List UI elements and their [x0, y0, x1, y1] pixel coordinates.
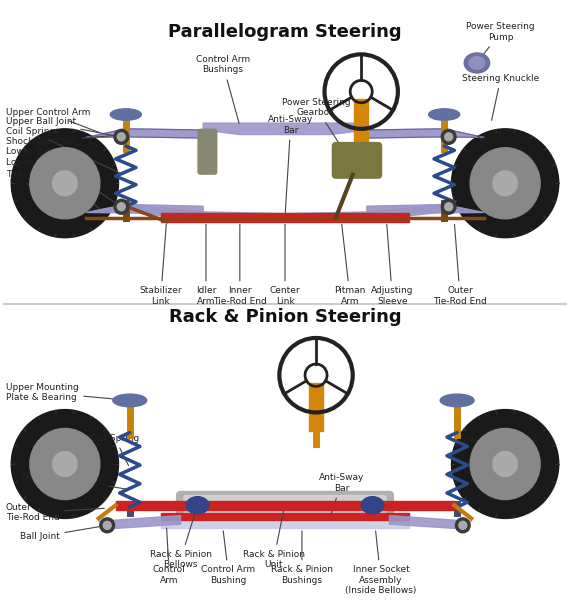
- Polygon shape: [285, 205, 444, 221]
- Circle shape: [445, 133, 453, 141]
- Ellipse shape: [361, 497, 384, 514]
- FancyBboxPatch shape: [198, 130, 217, 174]
- Circle shape: [117, 133, 125, 141]
- Polygon shape: [367, 129, 484, 138]
- Polygon shape: [126, 205, 285, 221]
- Text: Rack & Pinion Steering: Rack & Pinion Steering: [169, 308, 401, 326]
- Polygon shape: [203, 123, 367, 134]
- Circle shape: [470, 428, 540, 500]
- Circle shape: [11, 410, 119, 518]
- Bar: [161, 513, 409, 520]
- Ellipse shape: [440, 394, 474, 407]
- Text: Control Arm
Bushing: Control Arm Bushing: [201, 531, 255, 585]
- Text: Stabilizer
Link: Stabilizer Link: [140, 224, 182, 306]
- Text: Idler
Arm: Idler Arm: [196, 224, 216, 306]
- Circle shape: [451, 410, 559, 518]
- Text: Tire: Tire: [6, 170, 63, 208]
- Text: Upper Control Arm: Upper Control Arm: [6, 108, 99, 133]
- Bar: [355, 99, 368, 148]
- Text: Adjusting
Sleeve: Adjusting Sleeve: [371, 224, 413, 306]
- Text: Pitman
Arm: Pitman Arm: [334, 224, 365, 306]
- Circle shape: [30, 428, 100, 500]
- Ellipse shape: [429, 109, 459, 120]
- Text: Lower Ball Joint: Lower Ball Joint: [6, 147, 118, 205]
- Circle shape: [455, 518, 470, 533]
- Circle shape: [100, 518, 115, 533]
- Text: Outer
Tie-Rod End: Outer Tie-Rod End: [6, 503, 104, 523]
- Text: Shock Absorber: Shock Absorber: [6, 135, 123, 146]
- Text: Anti-Sway
Bar: Anti-Sway Bar: [268, 115, 314, 215]
- Text: Tire: Tire: [20, 474, 62, 483]
- Bar: [161, 213, 409, 221]
- Ellipse shape: [113, 394, 146, 407]
- Circle shape: [493, 452, 518, 476]
- Ellipse shape: [464, 53, 490, 73]
- Text: Steering Knuckle: Steering Knuckle: [460, 436, 537, 473]
- Circle shape: [445, 203, 453, 211]
- Text: Coil Spring: Coil Spring: [6, 127, 123, 175]
- Text: Power Steering
Gearbox: Power Steering Gearbox: [282, 98, 354, 167]
- Polygon shape: [367, 205, 484, 214]
- Circle shape: [103, 521, 111, 529]
- Polygon shape: [161, 514, 409, 528]
- FancyBboxPatch shape: [332, 143, 381, 178]
- FancyBboxPatch shape: [184, 496, 386, 515]
- Text: Steering Knuckle: Steering Knuckle: [462, 74, 539, 121]
- Text: Upper Ball Joint: Upper Ball Joint: [6, 117, 117, 136]
- Text: Rack & Pinion
Unit: Rack & Pinion Unit: [243, 506, 305, 569]
- Polygon shape: [99, 515, 181, 529]
- Text: Control
Arm: Control Arm: [153, 528, 186, 585]
- Circle shape: [117, 203, 125, 211]
- Circle shape: [30, 148, 100, 219]
- Circle shape: [11, 129, 119, 238]
- Polygon shape: [389, 515, 471, 529]
- Polygon shape: [86, 129, 203, 138]
- Text: Rack & Pinion
Bellows: Rack & Pinion Bellows: [149, 508, 211, 569]
- Text: Ball Joint: Ball Joint: [20, 526, 104, 541]
- Text: Lower Control Arm: Lower Control Arm: [6, 158, 100, 209]
- Text: Inner Socket
Assembly
(Inside Bellows): Inner Socket Assembly (Inside Bellows): [345, 531, 417, 595]
- FancyBboxPatch shape: [177, 491, 393, 519]
- Circle shape: [441, 130, 456, 144]
- Bar: [310, 383, 323, 431]
- Circle shape: [441, 199, 456, 214]
- Polygon shape: [86, 205, 203, 214]
- Circle shape: [493, 171, 518, 196]
- Text: Parallelogram Steering: Parallelogram Steering: [168, 23, 402, 41]
- Text: Anti-Sway
Bar: Anti-Sway Bar: [319, 473, 364, 514]
- Text: Rack & Pinion
Bushings: Rack & Pinion Bushings: [271, 531, 333, 585]
- Circle shape: [52, 171, 77, 196]
- Text: Outer
Tie-Rod End: Outer Tie-Rod End: [433, 224, 487, 306]
- Circle shape: [114, 130, 129, 144]
- Ellipse shape: [469, 56, 485, 69]
- Ellipse shape: [186, 497, 209, 514]
- Circle shape: [451, 129, 559, 238]
- Bar: [116, 500, 454, 510]
- Text: Control Arm
Bushings: Control Arm Bushings: [196, 55, 250, 123]
- Text: Power Steering
Pump: Power Steering Pump: [466, 22, 535, 61]
- Text: Inner
Tie-Rod End: Inner Tie-Rod End: [213, 224, 267, 306]
- Text: Upper Mounting
Plate & Bearing: Upper Mounting Plate & Bearing: [6, 383, 127, 402]
- Circle shape: [470, 148, 540, 219]
- Circle shape: [52, 452, 77, 476]
- Circle shape: [114, 199, 129, 214]
- Circle shape: [459, 521, 467, 529]
- Ellipse shape: [111, 109, 141, 120]
- Text: Center
Link: Center Link: [270, 224, 300, 306]
- Text: Coil Spring: Coil Spring: [90, 434, 140, 466]
- Text: Macpherson Strut: Macpherson Strut: [25, 474, 127, 490]
